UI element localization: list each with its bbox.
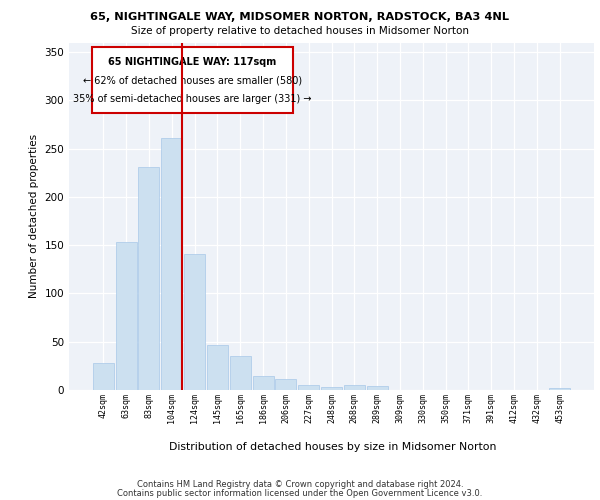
- Bar: [321, 387, 342, 390]
- Bar: [549, 388, 570, 390]
- Bar: [161, 138, 182, 390]
- Bar: [275, 380, 296, 390]
- Bar: [253, 376, 274, 390]
- Text: Size of property relative to detached houses in Midsomer Norton: Size of property relative to detached ho…: [131, 26, 469, 36]
- Bar: [230, 356, 251, 390]
- Text: Contains public sector information licensed under the Open Government Licence v3: Contains public sector information licen…: [118, 488, 482, 498]
- Bar: [298, 385, 319, 390]
- Text: 35% of semi-detached houses are larger (331) →: 35% of semi-detached houses are larger (…: [73, 94, 311, 104]
- Text: ← 62% of detached houses are smaller (580): ← 62% of detached houses are smaller (58…: [83, 76, 302, 86]
- Bar: [207, 344, 228, 390]
- Text: 65, NIGHTINGALE WAY, MIDSOMER NORTON, RADSTOCK, BA3 4NL: 65, NIGHTINGALE WAY, MIDSOMER NORTON, RA…: [91, 12, 509, 22]
- Bar: [92, 48, 293, 113]
- Y-axis label: Number of detached properties: Number of detached properties: [29, 134, 39, 298]
- Bar: [344, 385, 365, 390]
- Bar: [93, 363, 114, 390]
- Text: Contains HM Land Registry data © Crown copyright and database right 2024.: Contains HM Land Registry data © Crown c…: [137, 480, 463, 489]
- Bar: [139, 167, 160, 390]
- Bar: [116, 242, 137, 390]
- Bar: [367, 386, 388, 390]
- Bar: [184, 254, 205, 390]
- Text: 65 NIGHTINGALE WAY: 117sqm: 65 NIGHTINGALE WAY: 117sqm: [108, 57, 277, 67]
- Text: Distribution of detached houses by size in Midsomer Norton: Distribution of detached houses by size …: [169, 442, 497, 452]
